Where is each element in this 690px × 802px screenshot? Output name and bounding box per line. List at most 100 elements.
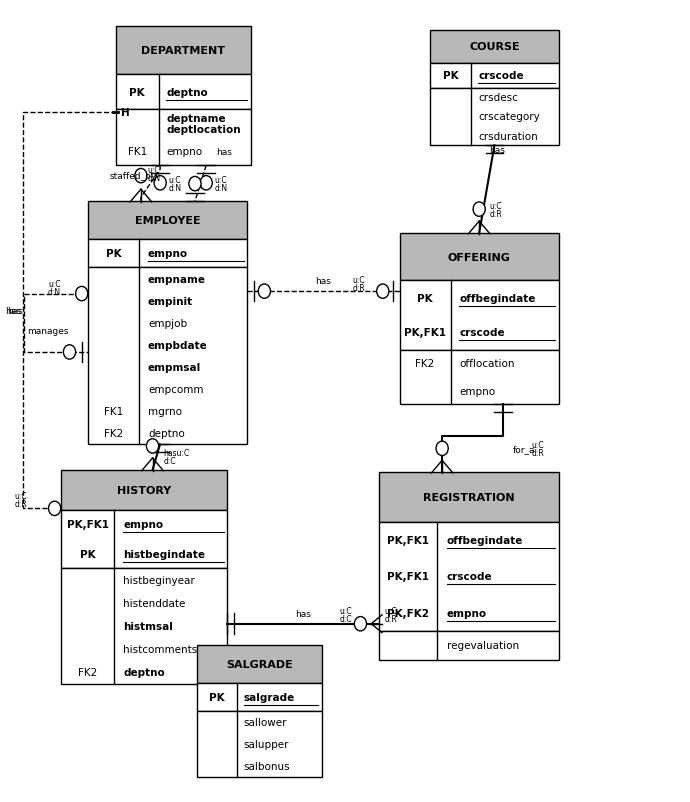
Text: u:C: u:C <box>353 276 366 285</box>
Text: PK,FK1: PK,FK1 <box>67 520 109 529</box>
Circle shape <box>135 169 147 184</box>
Circle shape <box>63 346 76 359</box>
Text: d:C: d:C <box>164 456 176 465</box>
Text: has: has <box>5 307 21 316</box>
Text: crscode: crscode <box>446 572 492 581</box>
Bar <box>61 569 227 684</box>
Text: COURSE: COURSE <box>469 43 520 52</box>
Text: salbonus: salbonus <box>244 761 290 771</box>
Text: PK: PK <box>129 87 145 98</box>
Text: DEPARTMENT: DEPARTMENT <box>141 46 225 55</box>
Text: crscode: crscode <box>446 572 492 581</box>
Text: empno: empno <box>446 608 486 618</box>
Text: d:R: d:R <box>489 209 502 218</box>
Text: d:N: d:N <box>215 184 228 192</box>
Text: d:R: d:R <box>353 284 366 293</box>
Text: crsdesc: crsdesc <box>478 93 518 103</box>
Text: FK2: FK2 <box>104 429 124 439</box>
Text: PK: PK <box>443 71 458 81</box>
Text: histcomments: histcomments <box>124 644 198 654</box>
Text: PK: PK <box>80 549 96 559</box>
Text: u:C: u:C <box>168 176 181 185</box>
Text: has: has <box>7 306 23 315</box>
Text: u:C: u:C <box>215 176 227 185</box>
Text: offbegindate: offbegindate <box>446 535 523 545</box>
Text: staffed_by: staffed_by <box>110 172 157 180</box>
Text: PK,FK2: PK,FK2 <box>387 608 429 618</box>
Text: PK,FK1: PK,FK1 <box>387 572 429 581</box>
Bar <box>197 646 322 683</box>
Bar <box>380 631 559 660</box>
Text: empinit: empinit <box>148 296 193 306</box>
Text: empmsal: empmsal <box>148 363 201 372</box>
Text: empno: empno <box>148 249 188 259</box>
Text: histbegindate: histbegindate <box>124 549 206 559</box>
Text: empno: empno <box>124 520 164 529</box>
Circle shape <box>355 617 366 631</box>
Text: empbdate: empbdate <box>148 340 208 350</box>
Bar <box>115 111 251 166</box>
Text: FK1: FK1 <box>104 407 124 417</box>
Text: crscode: crscode <box>478 71 524 81</box>
Bar <box>115 75 251 111</box>
Bar <box>400 350 559 405</box>
Text: d:N: d:N <box>168 184 181 192</box>
Text: histbeginyear: histbeginyear <box>124 575 195 585</box>
Text: has: has <box>315 277 331 286</box>
Text: has: has <box>489 146 505 155</box>
Text: u:C: u:C <box>14 492 27 500</box>
Text: offbegindate: offbegindate <box>460 294 535 303</box>
Circle shape <box>146 439 159 454</box>
Text: offbegindate: offbegindate <box>460 294 535 303</box>
Text: histbegindate: histbegindate <box>124 549 206 559</box>
Text: SALGRADE: SALGRADE <box>226 659 293 670</box>
Text: has: has <box>295 610 311 618</box>
Text: PK: PK <box>417 294 433 303</box>
Text: histenddate: histenddate <box>124 598 186 608</box>
Text: empno: empno <box>124 520 164 529</box>
Bar <box>61 470 227 510</box>
Bar <box>380 472 559 522</box>
Text: salgrade: salgrade <box>244 692 295 703</box>
Text: deptno: deptno <box>166 87 208 98</box>
Text: crsduration: crsduration <box>478 132 538 141</box>
Text: mgrno: mgrno <box>148 407 182 417</box>
Text: has: has <box>217 148 233 156</box>
Text: empcomm: empcomm <box>148 385 204 395</box>
Text: PK: PK <box>209 692 224 703</box>
Text: offlocation: offlocation <box>460 359 515 369</box>
Circle shape <box>200 176 213 191</box>
Text: OFFERING: OFFERING <box>448 253 511 262</box>
Text: d:N: d:N <box>48 288 61 297</box>
Text: H: H <box>121 108 130 118</box>
Bar <box>61 510 227 569</box>
Text: u:C: u:C <box>385 607 397 616</box>
Circle shape <box>473 203 485 217</box>
Text: PK,FK1: PK,FK1 <box>387 535 429 545</box>
Text: deptno: deptno <box>148 429 185 439</box>
Text: salgrade: salgrade <box>244 692 295 703</box>
Text: u:C: u:C <box>489 201 502 210</box>
Text: d:R: d:R <box>14 500 27 508</box>
Bar <box>197 711 322 777</box>
Text: crscategory: crscategory <box>478 112 540 122</box>
Text: deptname
deptlocation: deptname deptlocation <box>166 113 241 135</box>
Text: crscode: crscode <box>460 328 505 338</box>
Text: deptno: deptno <box>166 87 208 98</box>
Text: offbegindate: offbegindate <box>446 535 523 545</box>
Bar <box>400 233 559 281</box>
Text: u:C: u:C <box>339 607 352 616</box>
Bar <box>400 281 559 350</box>
Text: manages: manages <box>28 327 69 336</box>
Text: d:R: d:R <box>385 614 397 624</box>
Text: u:C: u:C <box>148 165 160 175</box>
Text: EMPLOYEE: EMPLOYEE <box>135 216 201 226</box>
Circle shape <box>377 285 389 299</box>
Text: empno: empno <box>166 147 202 157</box>
Text: d:N: d:N <box>148 173 161 183</box>
Text: HISTORY: HISTORY <box>117 485 171 495</box>
Bar <box>88 202 248 240</box>
Bar <box>88 268 248 445</box>
Text: d:R: d:R <box>532 448 544 457</box>
Bar <box>197 683 322 711</box>
